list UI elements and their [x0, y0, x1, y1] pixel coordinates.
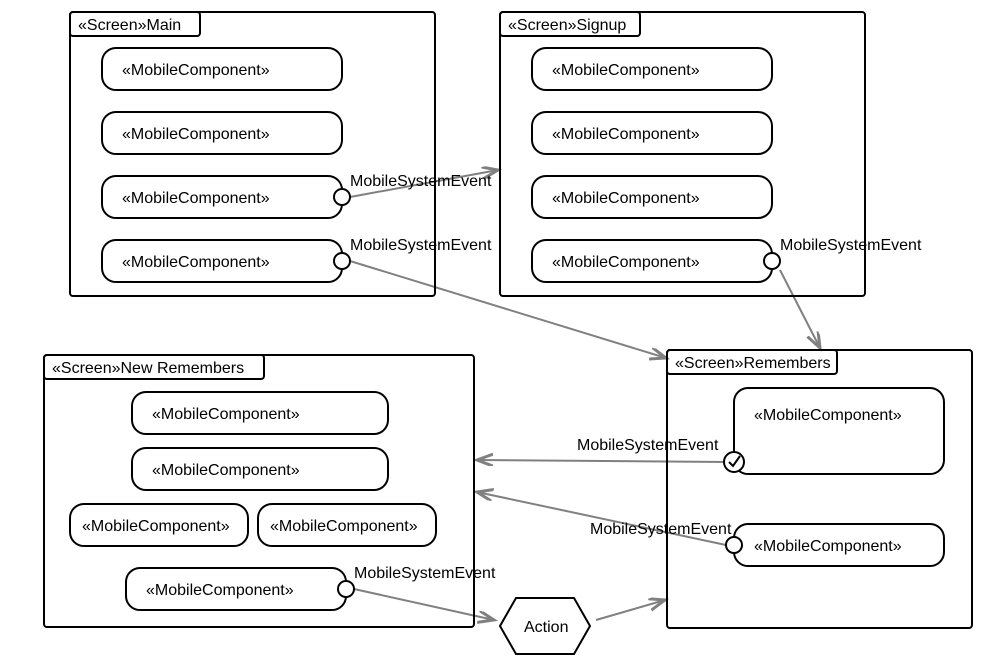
- event-label: MobileSystemEvent: [590, 521, 732, 538]
- component-label: «MobileComponent»: [552, 190, 700, 207]
- component-label: «MobileComponent»: [146, 582, 294, 599]
- stereotype-screen: «Screen»: [52, 360, 121, 377]
- edge-main-remembers: [350, 261, 666, 358]
- event-label: MobileSystemEvent: [350, 237, 492, 254]
- screen-main: «Screen»Main «MobileComponent» «MobileCo…: [70, 12, 492, 296]
- component-label: «MobileComponent»: [552, 254, 700, 271]
- component-label: «MobileComponent»: [122, 190, 270, 207]
- screen-signup: «Screen»Signup «MobileComponent» «Mobile…: [500, 12, 922, 296]
- event-label: MobileSystemEvent: [780, 237, 922, 254]
- component-label: «MobileComponent»: [122, 62, 270, 79]
- screen-remembers-name: Remembers: [744, 355, 831, 372]
- component-label: «MobileComponent»: [754, 538, 902, 555]
- component-label: «MobileComponent»: [270, 518, 418, 535]
- edge-remembers1-newrem: [477, 460, 726, 462]
- svg-text:«Screen»New Remembers: «Screen»New Remembers: [52, 360, 244, 377]
- event-label: MobileSystemEvent: [577, 437, 719, 454]
- stereotype-screen: «Screen»: [675, 355, 744, 372]
- screen-remembers: «Screen»Remembers «MobileComponent» Mobi…: [577, 350, 972, 628]
- screen-newrem-name: New Remembers: [121, 360, 245, 377]
- component-label: «MobileComponent»: [152, 462, 300, 479]
- port-icon: [334, 253, 350, 269]
- svg-text:«Screen»Signup: «Screen»Signup: [508, 17, 626, 34]
- component-label: «MobileComponent»: [152, 406, 300, 423]
- edge-signup-remembers: [780, 270, 820, 348]
- event-label: MobileSystemEvent: [354, 565, 496, 582]
- screen-main-name: Main: [147, 17, 182, 34]
- port-check-icon: [724, 452, 744, 472]
- component-label: «MobileComponent»: [552, 126, 700, 143]
- svg-text:«Screen»Remembers: «Screen»Remembers: [675, 355, 831, 372]
- stereotype-screen: «Screen»: [508, 17, 577, 34]
- port-icon: [764, 253, 780, 269]
- component-label: «MobileComponent»: [552, 62, 700, 79]
- screen-signup-name: Signup: [577, 17, 627, 34]
- component-label: «MobileComponent»: [82, 518, 230, 535]
- edge-action-remembers: [596, 600, 665, 620]
- port-icon: [338, 581, 354, 597]
- svg-text:«Screen»Main: «Screen»Main: [78, 17, 181, 34]
- stereotype-screen: «Screen»: [78, 17, 147, 34]
- port-icon: [726, 537, 742, 553]
- component-label: «MobileComponent»: [122, 126, 270, 143]
- component-label: «MobileComponent»: [754, 407, 902, 424]
- port-icon: [334, 189, 350, 205]
- event-label: MobileSystemEvent: [350, 173, 492, 190]
- screen-new-remembers: «Screen»New Remembers «MobileComponent» …: [44, 355, 496, 627]
- action-label: Action: [524, 619, 568, 636]
- component-label: «MobileComponent»: [122, 254, 270, 271]
- action-node: Action: [500, 598, 590, 654]
